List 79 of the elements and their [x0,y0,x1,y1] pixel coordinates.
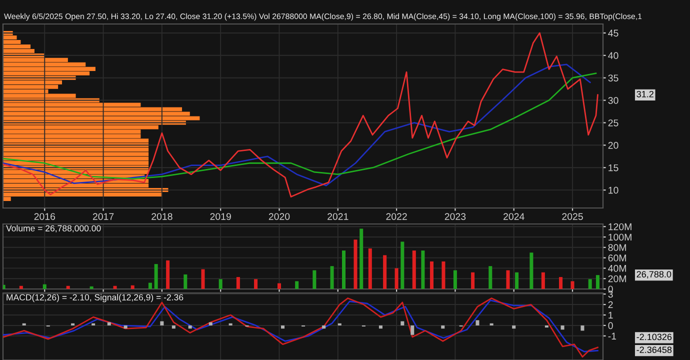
y-tick-label: 40 [608,52,618,60]
bar [254,279,258,289]
y-tick-label: 60M [608,254,626,262]
bar [354,240,358,289]
bar [506,270,510,289]
text: -2.36458 [636,346,672,353]
y-tick-label: 2 [608,301,613,308]
x-tick-label: 2019 [210,213,231,220]
x-tick-label: 2018 [152,213,172,220]
y-tick-label: 1 [608,312,613,319]
y-tick-label: 20 [608,142,618,149]
bar [570,281,574,289]
bar [488,266,492,289]
y-tick-label: 20M [608,275,626,282]
y-tick-label: 0 [608,322,613,330]
bar [596,275,600,289]
y-tick-label: 45 [608,30,618,37]
bar [113,286,117,289]
bar [530,252,534,289]
x-tick-label: 2024 [504,213,524,220]
bar [412,250,416,289]
y-tick-label: 10 [608,186,618,194]
y-tick-label: 35 [608,74,618,82]
x-tick-label: 2021 [328,213,348,220]
x-tick-label: 2025 [562,213,583,220]
bar [277,283,282,289]
bar [3,44,31,49]
x-tick-label: 2022 [386,213,407,220]
bar [394,268,398,289]
bar [559,277,563,289]
y-tick-label: 80M [608,244,626,252]
text: -2.10326 [636,334,672,340]
bar [430,261,434,289]
bar [312,270,316,289]
x-tick-label: 2017 [92,213,114,220]
bar [184,274,188,289]
bar [330,266,334,289]
bar [201,269,205,289]
bar [515,272,519,289]
y-tick-label: 25 [608,119,618,126]
text: 26,788.0 [636,271,672,279]
chart-title: MACD(12,26) = -2.10, Signal(12,26,9) = -2.36 [6,294,184,302]
bar [295,281,299,289]
bar [19,286,23,289]
x-tick-label: 2016 [34,213,56,220]
bar [471,272,475,289]
chart-title: Volume = 26,788,000.00 [6,224,101,232]
y-tick-label: 100M [608,234,632,241]
bar [90,286,94,289]
bar [383,255,387,289]
x-tick-label: 2023 [444,213,466,220]
bar [3,284,6,289]
bar [400,242,404,289]
bar [442,261,446,289]
text: 31.2 [636,90,654,98]
bar [588,279,592,289]
bar [236,277,240,289]
y-tick-label: 3 [608,290,613,298]
bar [360,228,364,289]
bar [342,250,346,289]
bar [453,270,457,289]
y-tick-label: 30 [608,97,618,104]
bar [154,264,158,289]
y-tick-label: 15 [608,164,618,172]
y-tick-label: 40M [608,264,626,272]
y-tick-label: 0 [608,286,613,293]
bar [421,250,425,289]
bar [130,285,134,289]
bar [66,286,70,289]
bar [166,260,170,289]
bar [218,279,222,289]
bar [42,284,46,289]
bar [368,248,372,289]
bar [541,272,545,289]
x-tick-label: 2020 [268,213,290,220]
y-tick-label: -1 [608,332,616,340]
y-tick-label: 120M [608,223,632,230]
bar [148,282,152,289]
line-series [3,32,598,198]
